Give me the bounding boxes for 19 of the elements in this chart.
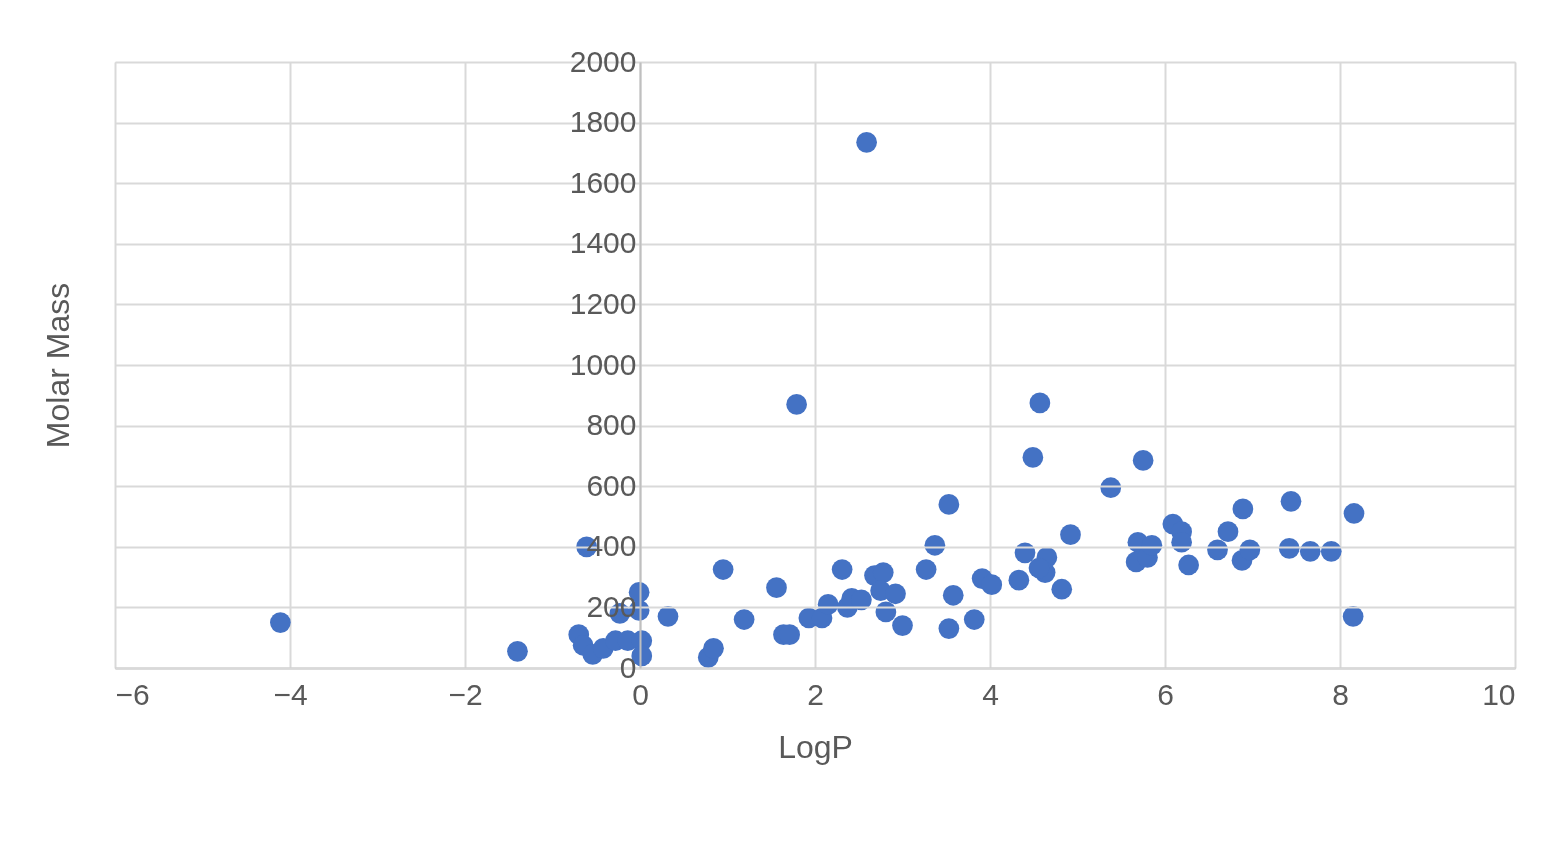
y-tick-label: 2000	[569, 44, 637, 78]
x-tick-label: 2	[807, 677, 824, 711]
x-tick-label: −4	[273, 677, 308, 711]
y-tick-label: 1800	[569, 105, 637, 139]
y-tick-label: 0	[619, 650, 637, 684]
y-tick-label: 600	[586, 468, 637, 502]
x-tick-label: 10	[1482, 677, 1516, 711]
x-tick-label: 6	[1157, 677, 1174, 711]
x-tick-label: −2	[448, 677, 483, 711]
y-tick-label: 1600	[569, 165, 637, 199]
y-tick-label: 1000	[569, 347, 637, 381]
y-tick-label: 1400	[569, 226, 637, 260]
x-tick-label: −6	[115, 677, 150, 711]
y-tick-label: 1200	[569, 286, 637, 320]
x-tick-label: 8	[1332, 677, 1349, 711]
x-axis-title: LogP	[778, 728, 853, 765]
x-tick-label: 4	[982, 677, 999, 711]
y-tick-label: 800	[586, 408, 637, 442]
y-axis-title: Molar Mass	[39, 282, 76, 449]
